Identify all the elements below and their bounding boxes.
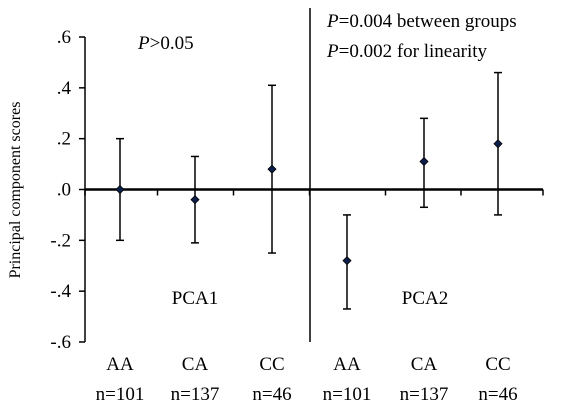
data-point	[191, 196, 199, 204]
y-tick-label: .2	[57, 129, 71, 150]
annotation-text: P=0.002 for linearity	[326, 41, 488, 62]
n-label: n=137	[400, 384, 449, 405]
y-tick-label: .0	[57, 180, 71, 201]
n-label: n=46	[478, 384, 517, 405]
data-point	[116, 186, 124, 194]
category-label: CC	[259, 354, 284, 375]
y-tick-label: .6	[57, 27, 71, 48]
y-tick-label: -.4	[50, 281, 71, 302]
panel-label: PCA2	[402, 288, 448, 309]
n-label: n=101	[323, 384, 372, 405]
category-label: CA	[411, 354, 438, 375]
category-label: AA	[333, 354, 361, 375]
panel-label: PCA1	[172, 288, 218, 309]
annotation-text: P>0.05	[137, 33, 194, 54]
category-label: CA	[182, 354, 209, 375]
data-point	[420, 158, 428, 166]
y-tick-label: .4	[57, 78, 72, 99]
category-label: AA	[106, 354, 134, 375]
n-label: n=46	[252, 384, 291, 405]
annotation-text: P=0.004 between groups	[326, 11, 517, 32]
category-label: CC	[485, 354, 510, 375]
n-label: n=101	[96, 384, 145, 405]
data-point	[343, 257, 351, 265]
data-point	[494, 140, 502, 148]
chart-labels: Principal component scores AA n=101 CA n=137…	[7, 11, 518, 405]
y-tick-label: -.6	[50, 332, 71, 353]
n-label: n=137	[171, 384, 220, 405]
data-point	[268, 165, 276, 173]
y-tick-label: -.2	[50, 230, 71, 251]
y-axis-label: Principal component scores	[7, 102, 24, 279]
